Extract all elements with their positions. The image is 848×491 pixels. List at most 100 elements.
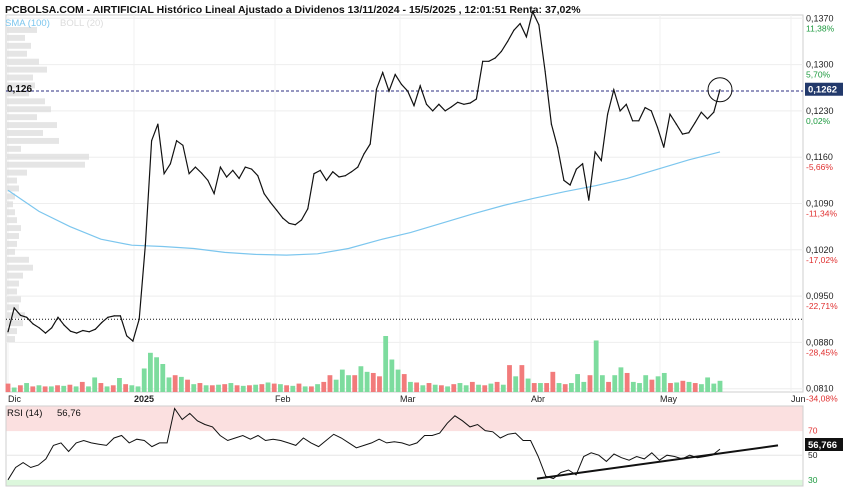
price-tick-label: 0,0810 xyxy=(806,384,834,394)
volume-profile-bar xyxy=(7,34,25,41)
volume-bar xyxy=(117,378,122,392)
price-point xyxy=(400,83,403,85)
price-point xyxy=(151,140,153,142)
volume-bar xyxy=(253,384,259,392)
price-point xyxy=(438,103,440,105)
price-point xyxy=(519,23,521,25)
price-point xyxy=(469,102,471,104)
volume-bar xyxy=(36,385,42,392)
volume-bar xyxy=(154,357,159,392)
volume-bar xyxy=(426,383,432,392)
volume-profile-bar xyxy=(7,90,29,97)
price-point xyxy=(488,60,490,62)
price-point xyxy=(88,331,90,333)
volume-bar xyxy=(618,367,624,392)
volume-bar xyxy=(469,381,475,392)
time-tick-label: Mar xyxy=(400,394,416,404)
volume-bar xyxy=(414,382,420,392)
volume-bar xyxy=(148,352,153,392)
volume-profile-bar xyxy=(7,217,17,224)
volume-profile-bar xyxy=(7,320,23,327)
volume-profile-bar xyxy=(7,137,59,144)
price-tick-pct: -17,02% xyxy=(806,255,838,265)
boll-legend: BOLL (20) xyxy=(60,18,103,29)
volume-profile-bar xyxy=(7,114,37,121)
price-point xyxy=(557,146,559,148)
price-point xyxy=(276,209,278,211)
price-point xyxy=(94,328,96,330)
volume-bar xyxy=(358,366,364,392)
reference-price-label: 0,126 xyxy=(7,84,32,95)
price-point xyxy=(457,101,459,103)
volume-bar xyxy=(507,365,512,392)
price-point xyxy=(357,166,359,168)
rsi-value: 56,76 xyxy=(57,408,81,419)
volume-profile xyxy=(7,27,89,342)
volume-bar xyxy=(92,377,98,392)
volume-bar xyxy=(352,375,358,392)
price-tick-pct: 11,38% xyxy=(806,23,835,33)
volume-profile-bar xyxy=(7,233,19,239)
volume-bar xyxy=(104,386,110,392)
volume-bar xyxy=(172,375,178,392)
price-point xyxy=(500,50,502,53)
rsi-current-badge-text: 56,766 xyxy=(808,440,837,451)
price-tick-pct: -34,08% xyxy=(806,394,838,404)
price-point xyxy=(194,166,196,168)
volume-profile-bar xyxy=(7,185,19,192)
price-point xyxy=(419,85,421,87)
volume-bar xyxy=(278,384,283,392)
volume-profile-bar xyxy=(7,42,31,49)
price-point xyxy=(394,73,396,76)
volume-bar xyxy=(123,384,129,392)
volume-bar xyxy=(24,383,29,392)
volume-profile-bar xyxy=(7,280,19,287)
price-point xyxy=(344,175,346,177)
time-tick-label: Jun xyxy=(791,394,806,404)
volume-profile-bar xyxy=(7,169,27,176)
volume-bar xyxy=(661,372,667,392)
volume-bar xyxy=(265,382,271,392)
price-point xyxy=(450,106,452,108)
volume-bar xyxy=(166,377,172,392)
volume-bar xyxy=(377,376,382,392)
volume-bar xyxy=(395,369,401,392)
price-point xyxy=(607,113,609,115)
volume-bar xyxy=(86,386,91,392)
volume-profile-bar xyxy=(7,304,19,311)
volume-bar xyxy=(525,378,531,392)
time-tick-label: 2025 xyxy=(134,394,154,404)
volume-bar xyxy=(129,385,135,392)
volume-bar xyxy=(630,381,636,392)
volume-bar xyxy=(581,381,587,392)
current-price-marker xyxy=(707,77,733,103)
volume-profile-bar xyxy=(7,50,27,57)
price-point xyxy=(325,179,328,181)
price-point xyxy=(176,140,178,142)
volume-profile-bar xyxy=(7,122,57,129)
volume-bar xyxy=(333,379,339,392)
price-point xyxy=(375,88,378,90)
rsi-current-badge xyxy=(805,438,843,451)
price-tick-pct: -5,66% xyxy=(806,162,833,172)
price-point xyxy=(282,217,284,219)
volume-bar xyxy=(364,371,370,392)
volume-bar xyxy=(408,381,413,392)
price-line xyxy=(7,9,721,343)
price-point xyxy=(251,168,253,170)
price-tick-label: 0,0880 xyxy=(806,337,834,347)
price-point xyxy=(126,335,128,337)
volume-bar xyxy=(290,385,296,392)
price-point xyxy=(244,166,246,168)
price-point xyxy=(182,144,184,146)
price-point xyxy=(444,110,446,112)
price-point xyxy=(413,105,415,107)
volume-bar xyxy=(321,381,327,392)
time-axis: Dic 2025 Feb Mar Abr May Jun xyxy=(8,394,806,404)
price-point xyxy=(307,208,309,210)
price-point xyxy=(638,120,640,122)
price-point xyxy=(432,110,434,112)
rsi-panel xyxy=(5,405,804,487)
volume-bar xyxy=(556,383,562,392)
